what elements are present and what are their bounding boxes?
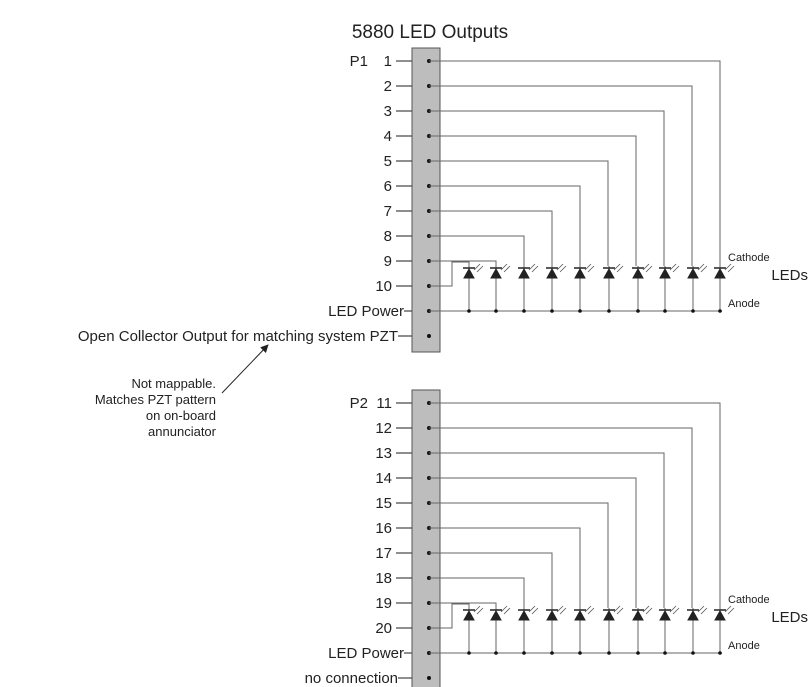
cathode-wire: [429, 577, 525, 608]
led-diode: [603, 605, 624, 655]
led-diode: [463, 263, 484, 313]
cathode-wire: [429, 260, 497, 266]
pin-label: 19: [375, 595, 392, 612]
led-diode: [632, 605, 653, 655]
led-diode: [574, 605, 595, 655]
connector-p2-section: P2 11 12 13 14 15 16 17 18 19 20 LED Power no connec…: [305, 389, 808, 687]
diagram-title: 5880 LED Outputs: [352, 22, 508, 43]
pin-label: 3: [384, 103, 392, 120]
pin-dot: [427, 676, 431, 680]
extra-pin-label: no connection: [305, 670, 398, 687]
led-diode: [687, 605, 708, 655]
pin-label: 20: [375, 620, 392, 637]
connector-strip: [411, 389, 441, 687]
led-diode: [574, 263, 595, 313]
led-power-label: LED Power: [328, 303, 404, 320]
pin-label: 16: [375, 520, 392, 537]
note-line-2: Matches PZT pattern: [95, 392, 216, 407]
cathode-wire: [429, 110, 665, 266]
cathode-wire: [429, 452, 665, 608]
cathode-wire: [429, 185, 581, 266]
led-diode: [518, 263, 539, 313]
led-power-label: LED Power: [328, 645, 404, 662]
led-diode: [490, 605, 511, 655]
cathode-wire: [429, 85, 693, 266]
note-line-1: Not mappable.: [131, 376, 216, 391]
leds-label: LEDs: [771, 609, 808, 626]
cathode-wire: [429, 527, 581, 608]
cathode-wire: [429, 402, 721, 608]
led-diode: [603, 263, 624, 313]
cathode-wire: [429, 235, 525, 266]
pin-label: 11: [376, 395, 392, 412]
pin-label: 12: [375, 420, 392, 437]
connector-name: P2: [350, 395, 368, 412]
cathode-wire: [429, 160, 609, 266]
pin-label: 14: [375, 470, 392, 487]
cathode-wire: [429, 502, 609, 608]
led-diode: [659, 263, 680, 313]
cathode-wire: [429, 477, 637, 608]
note-line-4: annunciator: [148, 424, 217, 439]
cathode-wire: [429, 552, 553, 608]
connector-p1-section: P1 1 2 3 4 5 6 7 8 9 10 LED Power Open Collector Out…: [78, 47, 808, 353]
led-diode: [546, 263, 567, 313]
led-diode: [714, 605, 735, 655]
led-diode: [463, 605, 484, 655]
annotation-note: Not mappable. Matches PZT pattern on on-…: [95, 344, 269, 439]
pin-label: 9: [384, 253, 392, 270]
pin-label: 17: [375, 545, 392, 562]
pin-label: 13: [375, 445, 392, 462]
pin-label: 7: [384, 203, 392, 220]
cathode-wire: [429, 427, 693, 608]
led-diode: [659, 605, 680, 655]
pin-label: 2: [384, 78, 392, 95]
pin-label: 4: [384, 128, 392, 145]
cathode-wire: [429, 135, 637, 266]
note-line-3: on on-board: [146, 408, 216, 423]
led-diode: [632, 263, 653, 313]
pin-label: 6: [384, 178, 392, 195]
pin-label: 1: [384, 53, 392, 70]
led-diode: [518, 605, 539, 655]
pin-label: 5: [384, 153, 392, 170]
pin-label: 18: [375, 570, 392, 587]
cathode-label: Cathode: [728, 594, 770, 606]
cathode-wire: [429, 602, 497, 608]
anode-label: Anode: [728, 640, 760, 652]
pin-dot: [427, 334, 431, 338]
cathode-wire: [429, 261, 470, 287]
leds-label: LEDs: [771, 267, 808, 284]
cathode-wire: [429, 210, 553, 266]
led-diode: [714, 263, 735, 313]
led-diode: [687, 263, 708, 313]
pin-label: 15: [375, 495, 392, 512]
note-arrow: [221, 344, 269, 394]
connector-name: P1: [350, 53, 368, 70]
pin-label: 10: [375, 278, 392, 295]
led-diode: [490, 263, 511, 313]
cathode-wire: [429, 60, 721, 266]
pin-label: 8: [384, 228, 392, 245]
cathode-wire: [429, 603, 470, 629]
extra-pin-label: Open Collector Output for matching syste…: [78, 328, 398, 345]
cathode-label: Cathode: [728, 252, 770, 264]
connector-strip: [411, 47, 441, 353]
led-diode: [546, 605, 567, 655]
anode-label: Anode: [728, 298, 760, 310]
